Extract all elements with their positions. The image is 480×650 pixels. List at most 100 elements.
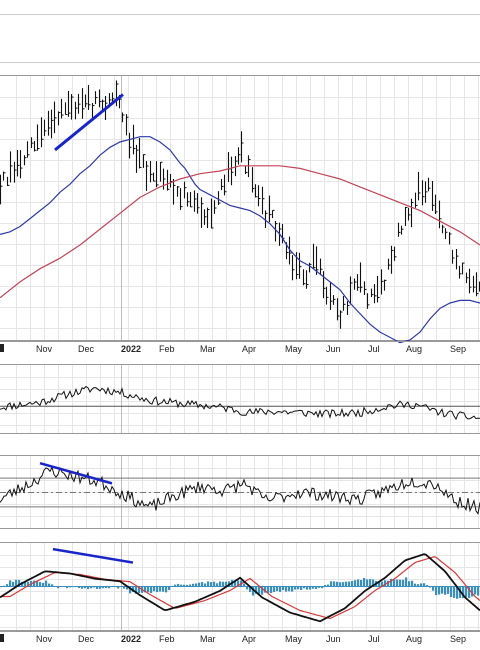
- macd-histogram-bar: [342, 582, 345, 587]
- macd-histogram-bar: [57, 586, 60, 589]
- relative-strength-panel: [0, 385, 480, 421]
- macd-histogram-bar: [270, 586, 273, 594]
- macd-histogram-bar: [90, 586, 93, 589]
- macd-histogram-bar: [372, 579, 375, 587]
- price-panel: [0, 80, 480, 344]
- macd-histogram-bar: [9, 580, 12, 587]
- macd-histogram-bar: [84, 586, 87, 589]
- macd-histogram-bar: [6, 584, 9, 587]
- macd-histogram-bar: [12, 581, 15, 587]
- macd-histogram-bar: [129, 586, 132, 594]
- x-axis-top-tick-label: 2022: [121, 344, 141, 354]
- macd-histogram-bar: [450, 586, 453, 598]
- macd-histogram-bar: [258, 586, 261, 594]
- macd-histogram-bar: [363, 577, 366, 587]
- macd-histogram-bar: [435, 586, 438, 596]
- macd-histogram-bar: [285, 586, 288, 592]
- macd-histogram-bar: [189, 584, 192, 587]
- macd-histogram-bar: [162, 586, 165, 592]
- relative-strength-line: [0, 385, 480, 421]
- macd-histogram-bar: [261, 586, 264, 595]
- macd-histogram-bar: [267, 586, 270, 593]
- macd-histogram-bar: [66, 586, 69, 589]
- x-axis-top-tick-label: Apr: [242, 344, 256, 354]
- macd-histogram-bar: [45, 580, 48, 587]
- macd-histogram-bar: [327, 584, 330, 587]
- panel-borders: [0, 75, 480, 631]
- macd-histogram-bar: [378, 581, 381, 587]
- x-axis-bottom-tick-label: May: [285, 634, 303, 644]
- x-axis-top-tick-label: May: [285, 344, 303, 354]
- macd-histogram-bar: [219, 581, 222, 587]
- macd-histogram-bar: [159, 586, 162, 592]
- macd-histogram-bar: [423, 583, 426, 587]
- macd-histogram-bar: [93, 586, 96, 588]
- macd-histogram-bar: [201, 582, 204, 587]
- macd-histogram-bar: [417, 584, 420, 587]
- macd-histogram-bar: [27, 581, 30, 587]
- macd-histogram-bar: [315, 586, 318, 589]
- macd-histogram-bar: [144, 586, 147, 593]
- x-axis-bottom-tick-label: Feb: [159, 634, 175, 644]
- macd-histogram-bar: [390, 578, 393, 587]
- macd-histogram-bar: [18, 580, 21, 587]
- macd-histogram-bar: [252, 586, 255, 596]
- macd-histogram-bar: [255, 586, 258, 594]
- macd-histogram-bar: [438, 586, 441, 595]
- macd-histogram-bar: [396, 579, 399, 587]
- macd-histogram-bar: [330, 581, 333, 587]
- macd-histogram-bar: [351, 580, 354, 587]
- macd-signal-line: [0, 556, 480, 620]
- macd-histogram-bar: [135, 586, 138, 594]
- macd-histogram-bar: [402, 579, 405, 587]
- macd-histogram-bar: [444, 586, 447, 595]
- macd-histogram-bar: [393, 579, 396, 587]
- macd-histogram-bar: [300, 586, 303, 591]
- macd-histogram-bar: [126, 586, 129, 590]
- macd-histogram-bar: [465, 586, 468, 597]
- macd-histogram-bar: [78, 586, 81, 588]
- macd-histogram-bar: [441, 586, 444, 594]
- macd-histogram-bar: [471, 586, 474, 597]
- oscillator-line: [0, 466, 480, 515]
- macd-histogram-bar: [213, 581, 216, 587]
- x-axis-bottom-tick-label: Aug: [406, 634, 422, 644]
- short-moving-average-line: [0, 136, 480, 344]
- price-trendline: [54, 93, 124, 152]
- macd-histogram-bar: [357, 579, 360, 587]
- macd-histogram-bar: [318, 586, 321, 588]
- macd-histogram-bar: [282, 586, 285, 591]
- macd-histogram-bar: [42, 582, 45, 587]
- macd-histogram-bar: [303, 586, 306, 589]
- macd-histogram-bar: [39, 582, 42, 587]
- x-axis-top-tick-label: Mar: [200, 344, 216, 354]
- macd-histogram-bar: [99, 586, 102, 589]
- macd-histogram-bar: [117, 586, 120, 589]
- macd-histogram-bar: [369, 579, 372, 587]
- macd-histogram-bar: [108, 586, 111, 589]
- macd-histogram-bar: [324, 585, 327, 587]
- macd-histogram-bar: [333, 581, 336, 587]
- macd-histogram-bar: [354, 580, 357, 587]
- macd-histogram-bar: [177, 583, 180, 587]
- x-axis-top-edge-mark: [0, 344, 4, 352]
- x-axis-top-tick-label: Aug: [406, 344, 422, 354]
- macd-histogram-bar: [426, 585, 429, 587]
- macd-histogram-bar: [180, 584, 183, 587]
- macd-histogram-bar: [198, 582, 201, 587]
- macd-histogram-bar: [183, 584, 186, 587]
- macd-histogram-bar: [312, 586, 315, 589]
- macd-histogram-bar: [294, 586, 297, 590]
- macd-histogram-bar: [384, 580, 387, 587]
- macd-histogram-bar: [309, 586, 312, 590]
- macd-panel: [0, 547, 480, 623]
- macd-histogram-bar: [234, 581, 237, 587]
- macd-histogram-bar: [306, 586, 309, 590]
- macd-histogram-bar: [102, 586, 105, 589]
- macd-histogram-bar: [123, 586, 126, 589]
- macd-histogram-bar: [225, 581, 228, 587]
- macd-histogram-bar: [276, 586, 279, 592]
- x-axis-bottom-edge-mark: [0, 634, 4, 642]
- x-axis-bottom-tick-label: Jul: [368, 634, 380, 644]
